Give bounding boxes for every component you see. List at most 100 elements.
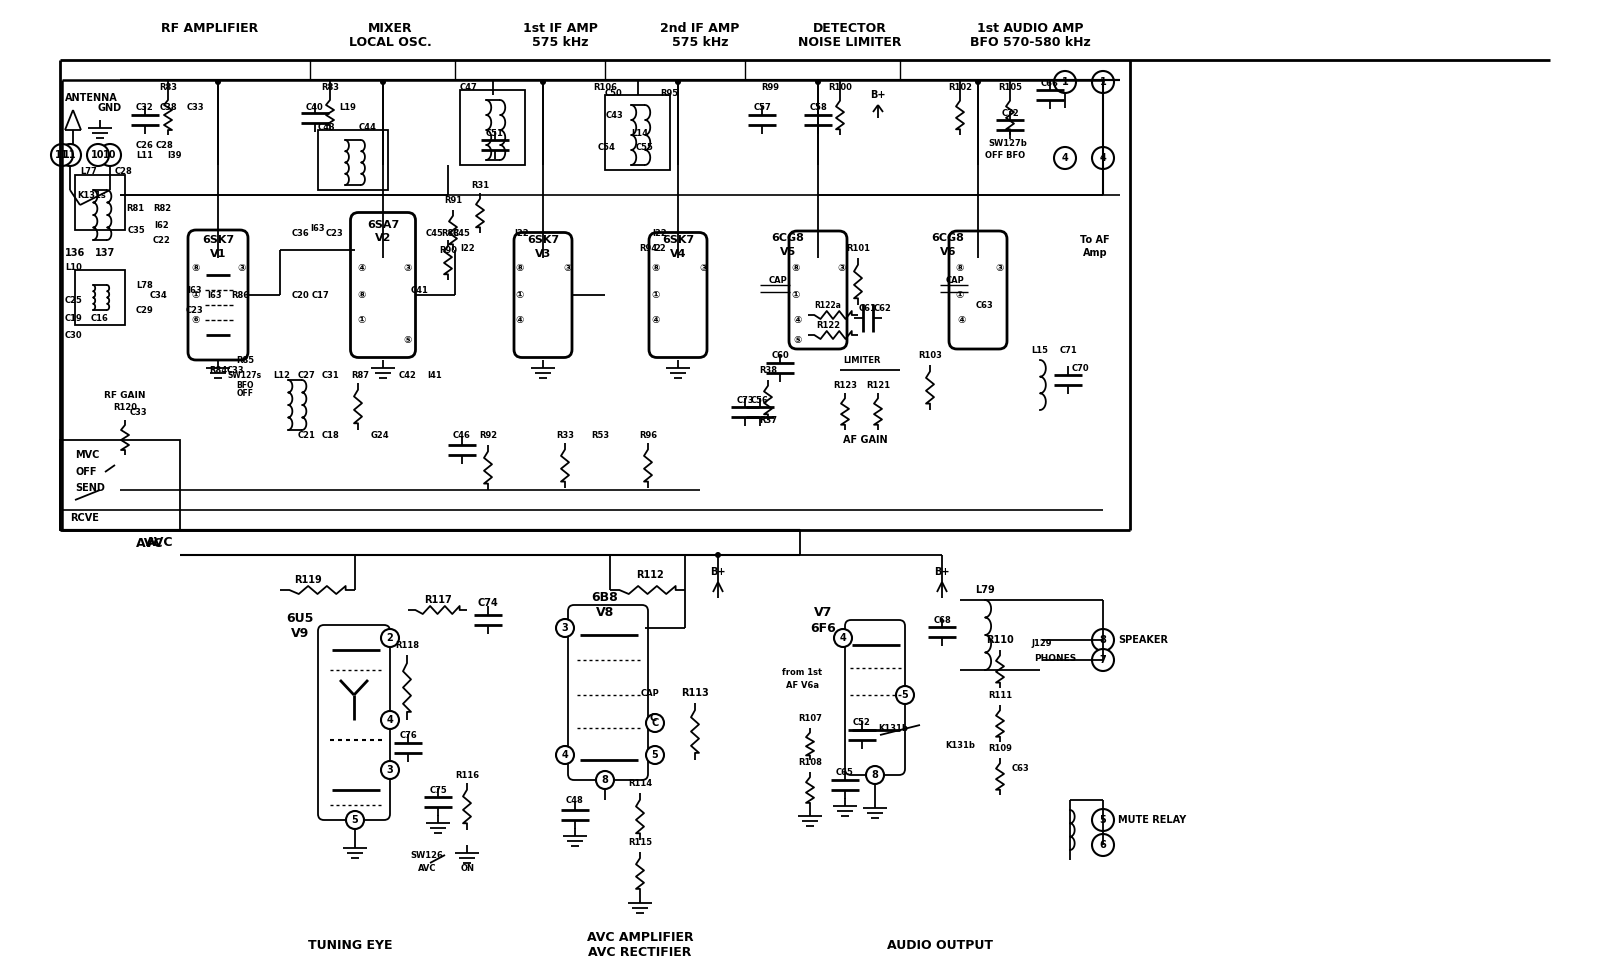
Text: R83: R83: [158, 84, 178, 92]
Text: BFO: BFO: [237, 380, 254, 390]
Text: C30: C30: [66, 330, 83, 339]
Text: R91: R91: [443, 195, 462, 204]
Text: SEND: SEND: [75, 483, 106, 493]
Text: 6U5: 6U5: [286, 611, 314, 624]
Text: 5: 5: [902, 690, 909, 700]
Text: C45: C45: [453, 228, 470, 237]
Text: C62: C62: [874, 303, 891, 313]
Text: C22: C22: [154, 235, 171, 245]
Text: C52: C52: [853, 717, 870, 726]
Text: 2nd IF AMP: 2nd IF AMP: [661, 21, 739, 34]
Text: B+: B+: [934, 567, 950, 577]
Text: R33: R33: [557, 431, 574, 439]
Circle shape: [1091, 629, 1114, 651]
Text: I22: I22: [515, 228, 530, 237]
Circle shape: [646, 746, 664, 764]
Circle shape: [896, 686, 914, 704]
Text: C17: C17: [310, 291, 330, 299]
Circle shape: [1091, 834, 1114, 856]
Circle shape: [1091, 71, 1114, 93]
Text: R90: R90: [438, 246, 458, 255]
Text: AVC: AVC: [136, 537, 163, 549]
Text: R112: R112: [637, 570, 664, 580]
Text: V6: V6: [939, 247, 957, 257]
Circle shape: [557, 746, 574, 764]
Text: 2: 2: [387, 633, 394, 643]
Text: 575 kHz: 575 kHz: [672, 37, 728, 50]
Text: C21: C21: [298, 431, 315, 439]
Text: 11: 11: [56, 150, 69, 160]
Text: C47: C47: [461, 84, 478, 92]
Text: 7: 7: [1099, 655, 1106, 665]
Text: I22: I22: [461, 244, 475, 253]
Text: 6F6: 6F6: [810, 621, 835, 635]
Text: ③: ③: [699, 263, 707, 273]
Text: ③: ③: [563, 263, 573, 273]
Text: BFO 570-580 kHz: BFO 570-580 kHz: [970, 37, 1090, 50]
Text: 6SK7: 6SK7: [526, 235, 558, 245]
Circle shape: [346, 811, 365, 829]
Text: ①: ①: [192, 290, 200, 300]
Text: C66: C66: [1042, 79, 1059, 87]
Text: R117: R117: [424, 595, 451, 605]
Text: 137: 137: [94, 248, 115, 258]
Text: ①: ①: [515, 290, 525, 300]
Text: L11: L11: [136, 151, 154, 159]
Text: C19: C19: [66, 314, 83, 323]
Text: I39: I39: [168, 151, 182, 159]
Text: L12: L12: [274, 370, 291, 379]
Circle shape: [214, 79, 221, 85]
Text: ①: ①: [357, 315, 365, 325]
Text: C50: C50: [605, 88, 622, 97]
Text: R38: R38: [758, 365, 778, 374]
Text: ④: ④: [651, 315, 659, 325]
Text: R122: R122: [816, 321, 840, 330]
Text: ④: ④: [515, 315, 525, 325]
Circle shape: [834, 629, 851, 647]
Text: K131s: K131s: [78, 191, 106, 199]
Circle shape: [557, 619, 574, 637]
Text: C63: C63: [1011, 763, 1029, 773]
Text: I62: I62: [155, 221, 170, 229]
Text: C25: C25: [66, 295, 83, 304]
Text: from 1st: from 1st: [782, 668, 822, 677]
Text: 5: 5: [651, 750, 658, 760]
Circle shape: [974, 79, 981, 85]
Text: 3: 3: [387, 765, 394, 775]
FancyBboxPatch shape: [650, 232, 707, 358]
Text: C38: C38: [158, 103, 178, 113]
Text: ④: ④: [357, 263, 365, 273]
Text: RCVE: RCVE: [70, 513, 99, 523]
Text: C20: C20: [291, 291, 309, 299]
Text: C51: C51: [486, 128, 504, 137]
Text: R115: R115: [627, 838, 653, 847]
Text: L79: L79: [974, 585, 995, 595]
Text: R31: R31: [470, 181, 490, 190]
Bar: [605, 95, 670, 170]
Text: C75: C75: [429, 785, 446, 794]
Text: C41: C41: [411, 286, 429, 295]
Text: R81: R81: [126, 203, 144, 213]
Text: C28: C28: [157, 141, 174, 150]
Text: V1: V1: [210, 249, 226, 259]
Text: C76: C76: [398, 731, 418, 740]
Text: V4: V4: [670, 249, 686, 259]
Circle shape: [59, 144, 82, 166]
Bar: [461, 90, 525, 165]
Text: R114: R114: [627, 779, 653, 787]
Text: C61: C61: [859, 303, 877, 313]
Text: R102: R102: [947, 84, 973, 92]
Text: ⑧: ⑧: [955, 263, 965, 273]
Text: R103: R103: [918, 351, 942, 360]
Text: C29: C29: [136, 305, 154, 315]
Circle shape: [1091, 809, 1114, 831]
Text: 4: 4: [562, 750, 568, 760]
Text: 22: 22: [654, 244, 666, 253]
Text: R53: R53: [590, 431, 610, 439]
Text: C28: C28: [115, 167, 133, 177]
Text: C48: C48: [566, 795, 584, 805]
Text: ⑧: ⑧: [792, 263, 800, 273]
Bar: [318, 130, 387, 190]
Text: C33: C33: [186, 103, 203, 113]
Text: 10: 10: [91, 150, 104, 160]
